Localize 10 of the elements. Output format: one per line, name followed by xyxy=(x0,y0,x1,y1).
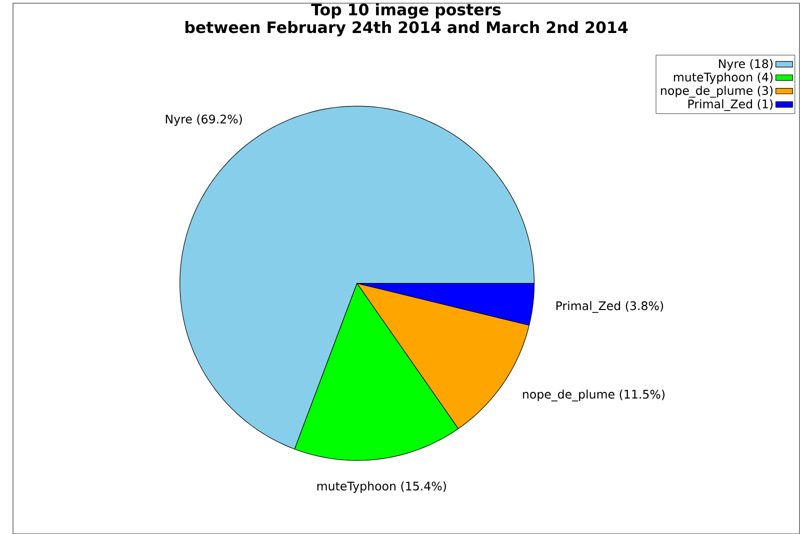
legend-label: Nyre (18) xyxy=(719,58,773,70)
chart-subtitle: between February 24th 2014 and March 2nd 2014 xyxy=(185,20,628,36)
data-label: nope_de_plume (11.5%) xyxy=(523,389,665,402)
legend-label: muteTyphoon (4) xyxy=(674,72,773,84)
legend-label: nope_de_plume (3) xyxy=(661,86,773,98)
data-label: muteTyphoon (15.4%) xyxy=(317,481,446,493)
legend-label: Primal_Zed (1) xyxy=(688,99,773,111)
chart-title: Top 10 image posters xyxy=(311,3,501,18)
data-label: Primal_Zed (3.8%) xyxy=(556,300,664,313)
data-label: Nyre (69.2%) xyxy=(166,114,242,126)
